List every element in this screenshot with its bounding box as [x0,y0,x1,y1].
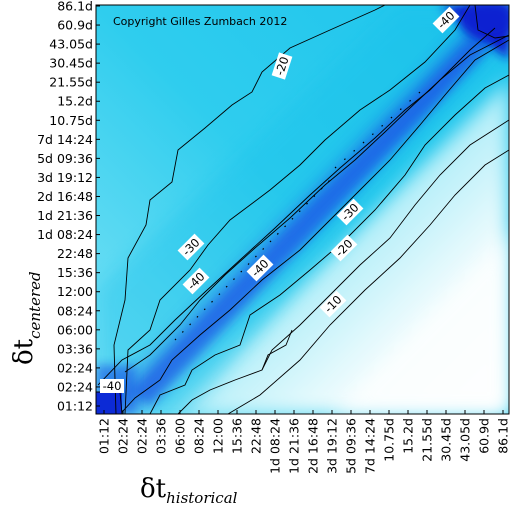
x-tick-label: 2d 16:48 [306,418,321,474]
y-tick-label: 08:24 [57,303,93,318]
y-tick-label: 1d 21:36 [37,208,93,223]
y-tick-label: 03:36 [57,341,93,356]
contour-line-upper-40 [97,27,496,386]
x-tick-label: 86.1d [496,418,511,454]
x-axis-label-symbol: δt [140,474,167,504]
contour-line-lower-30 [149,74,509,414]
x-axis-label: δthistorical [140,474,238,507]
y-tick-label: 7d 14:24 [37,132,93,147]
y-tick-label: 30.45d [49,56,93,71]
svg-text:-40: -40 [103,379,122,393]
x-tick-label: 08:24 [192,418,207,454]
contour-line-wiggle [261,329,293,371]
y-tick-label: 3d 19:12 [37,170,93,185]
y-tick-label: 01:12 [57,399,93,414]
x-tick-label: 15:36 [230,418,245,454]
contour-label: -40 [100,379,124,393]
x-tick-label: 21.55d [420,418,435,462]
y-tick-label: 2d 16:48 [37,189,93,204]
x-tick-label: 30.45d [439,418,454,462]
y-tick-label: 22:48 [57,246,93,261]
svg-text:δthistorical: δthistorical [140,474,238,507]
x-tick-label: 1d 08:24 [268,418,283,474]
x-tick-label: 01:12 [97,418,112,454]
x-tick-label: 06:00 [173,418,188,454]
contour-label: -20 [271,52,293,80]
x-tick-label: 02:24 [135,418,150,454]
plot-frame [95,4,510,415]
contour-lines [96,5,509,414]
y-tick-label: 02:24 [57,379,93,394]
copyright-annotation: Copyright Gilles Zumbach 2012 [113,15,287,28]
contour-line-lower-40 [121,39,509,413]
x-tick-label: 15.2d [401,418,416,454]
y-tick-label: 21.55d [49,75,93,90]
y-tick-label: 86.1d [57,0,93,14]
svg-text:-20: -20 [272,55,291,77]
x-tick-label: 7d 14:24 [363,418,378,474]
x-tick-label: 10.75d [382,418,397,462]
contour-line-upper-20 [124,5,471,414]
y-tick-label: 15:36 [57,265,93,280]
x-tick-label: 03:36 [154,418,169,454]
x-tick-label: 22:48 [249,418,264,454]
x-tick-label: 43.05d [458,418,473,462]
contour-line-upper-outer [113,5,386,414]
y-tick-label: 1d 08:24 [37,227,93,242]
contour-line-lower-20 [177,119,509,414]
y-axis-label-subscript: centered [26,271,44,339]
heatmap-field [96,5,509,414]
x-tick-label: 12:00 [211,418,226,454]
x-tick-label: 1d 21:36 [287,418,302,474]
contour-line-topright [474,5,509,39]
y-tick-label: 10.75d [49,113,93,128]
y-tick-label: 02:24 [57,360,93,375]
y-tick-label: 12:00 [57,284,93,299]
y-tick-label: 15.2d [57,94,93,109]
y-axis-label: δtcentered [9,271,44,365]
x-axis-label-subscript: historical [166,489,238,507]
y-tick-label: 06:00 [57,322,93,337]
x-tick-label: 3d 19:12 [325,418,340,474]
y-axis-label-symbol: δt [9,338,39,365]
y-tick-label: 43.05d [49,37,93,52]
svg-text:δtcentered: δtcentered [9,271,44,365]
y-axis-ticks: 01:12 02:24 02:24 03:36 06:00 08:24 12:00 15:36… [37,0,100,414]
contour-line-lower-10 [227,149,509,414]
x-tick-label: 60.9d [477,418,492,454]
x-tick-label: 02:24 [116,418,131,454]
x-axis-ticks: 01:12 02:24 02:24 03:36 06:00 08:24 12:00 15:36… [97,410,511,474]
y-tick-label: 60.9d [57,18,93,33]
y-tick-label: 5d 09:36 [37,151,93,166]
x-tick-label: 5d 09:36 [344,418,359,474]
